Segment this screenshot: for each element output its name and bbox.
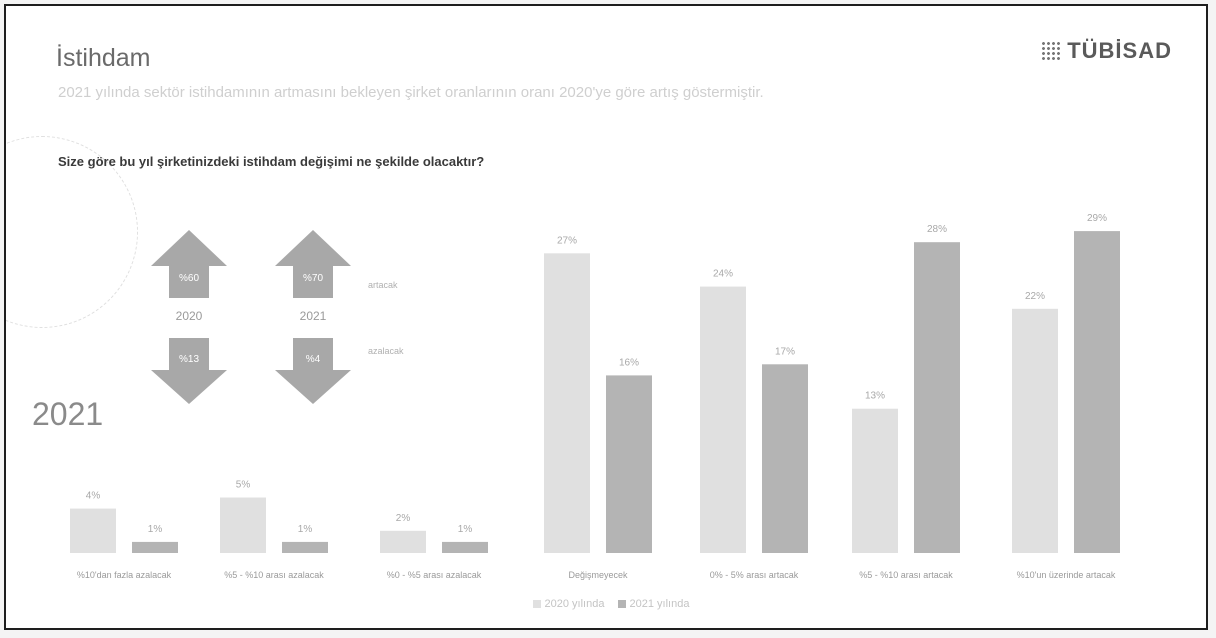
legend-label-2020: 2020 yılında (544, 598, 605, 610)
logo-text: TÜBİSAD (1067, 38, 1172, 63)
down-arrow-icon (275, 338, 351, 404)
bar-data-label: 24% (713, 269, 733, 280)
page-title: İstihdam (56, 44, 151, 72)
bar-2021 (914, 242, 960, 553)
bar-2020 (380, 530, 426, 553)
chart-legend: 2020 yılında 2021 yılında (6, 598, 1206, 610)
bar-data-label: 22% (1025, 291, 1045, 302)
category-label: %5 - %10 arası azalacak (224, 570, 324, 580)
category-label: %0 - %5 arası azalacak (387, 570, 482, 580)
up-arrow-icon (275, 230, 351, 298)
bar-2020 (700, 286, 746, 553)
bar-2021 (132, 541, 178, 553)
legend-label-2021: 2021 yılında (629, 598, 690, 610)
up-arrow-icon (151, 230, 227, 298)
up-arrow-legend-label: artacak (368, 280, 398, 290)
down-arrow-icon (151, 338, 227, 404)
bar-data-label: 1% (458, 524, 473, 535)
up-arrow-value: %60 (179, 273, 199, 284)
category-label: %10'un üzerinde artacak (1017, 570, 1116, 580)
bar-2021 (1074, 231, 1120, 553)
bar-data-label: 16% (619, 357, 639, 368)
bar-data-label: 28% (927, 224, 947, 235)
category-label: 0% - 5% arası artacak (710, 570, 799, 580)
category-label: %5 - %10 arası artacak (859, 570, 953, 580)
bar-2021 (606, 375, 652, 553)
bar-data-label: 17% (775, 346, 795, 357)
logo-dots-icon (1041, 41, 1062, 61)
survey-question: Size göre bu yıl şirketinizdeki istihdam… (58, 154, 485, 169)
bar-2021 (442, 541, 488, 553)
bar-data-label: 2% (396, 513, 411, 524)
bar-2020 (70, 508, 116, 553)
tubisad-logo: TÜBİSAD (1041, 38, 1172, 64)
bar-data-label: 1% (298, 524, 313, 535)
bar-2020 (852, 408, 898, 553)
category-label: %10'dan fazla azalacak (77, 570, 172, 580)
year-badge: 2021 (32, 396, 104, 432)
bar-2021 (282, 541, 328, 553)
bar-data-label: 27% (557, 235, 577, 246)
category-label: Değişmeyecek (568, 570, 628, 580)
arrow-year-label: 2021 (300, 309, 327, 323)
bar-2021 (762, 364, 808, 553)
bar-2020 (1012, 308, 1058, 553)
bar-data-label: 29% (1087, 213, 1107, 224)
bar-data-label: 13% (865, 391, 885, 402)
bar-2020 (544, 253, 590, 554)
bar-2020 (220, 497, 266, 553)
down-arrow-value: %4 (306, 354, 321, 365)
up-arrow-value: %70 (303, 273, 323, 284)
employment-chart: %60 2020 %13 %70 2021 %4 4% 1% %10'dan fazla aza… (70, 213, 1120, 580)
down-arrow-value: %13 (179, 354, 199, 365)
bar-data-label: 4% (86, 491, 101, 502)
slide: İstihdam 2021 yılında sektör istihdamını… (4, 4, 1208, 630)
legend-swatch-2020 (532, 600, 541, 609)
legend-swatch-2021 (617, 600, 626, 609)
down-arrow-legend-label: azalacak (368, 346, 404, 356)
bar-data-label: 5% (236, 480, 251, 491)
arrow-year-label: 2020 (176, 309, 203, 323)
page-subtitle: 2021 yılında sektör istihdamının artması… (58, 84, 764, 101)
bar-data-label: 1% (148, 524, 163, 535)
